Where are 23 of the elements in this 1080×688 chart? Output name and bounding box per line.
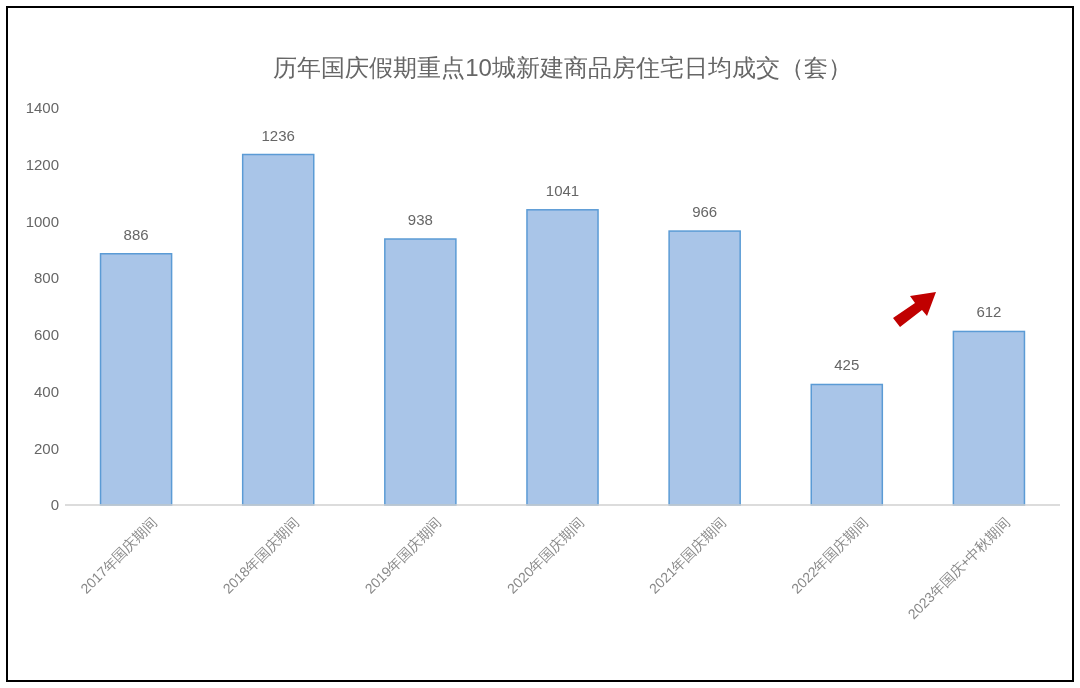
data-label: 886: [123, 225, 149, 243]
data-label: 938: [407, 211, 433, 229]
data-label: 966: [692, 203, 718, 221]
y-tick-label: 0: [50, 496, 59, 514]
y-tick-label: 1400: [25, 99, 59, 117]
data-label: 1041: [545, 181, 580, 199]
data-label: 425: [834, 356, 860, 374]
y-tick-label: 1200: [25, 155, 59, 173]
bar: [810, 383, 884, 506]
bar: [952, 330, 1026, 506]
chart-title: 历年国庆假期重点10城新建商品房住宅日均成交（套）: [273, 54, 852, 81]
y-tick-label: 800: [33, 269, 59, 287]
bar: [526, 209, 599, 506]
y-tick-label: 200: [33, 439, 59, 457]
data-label: 612: [976, 303, 1002, 321]
data-label: 1236: [261, 126, 295, 144]
y-tick-label: 400: [33, 382, 59, 400]
y-tick-label: 600: [33, 326, 59, 344]
bar: [241, 153, 315, 506]
bar: [99, 253, 173, 506]
bar: [668, 230, 741, 506]
y-tick-label: 1000: [25, 212, 59, 230]
bar: [384, 238, 457, 506]
